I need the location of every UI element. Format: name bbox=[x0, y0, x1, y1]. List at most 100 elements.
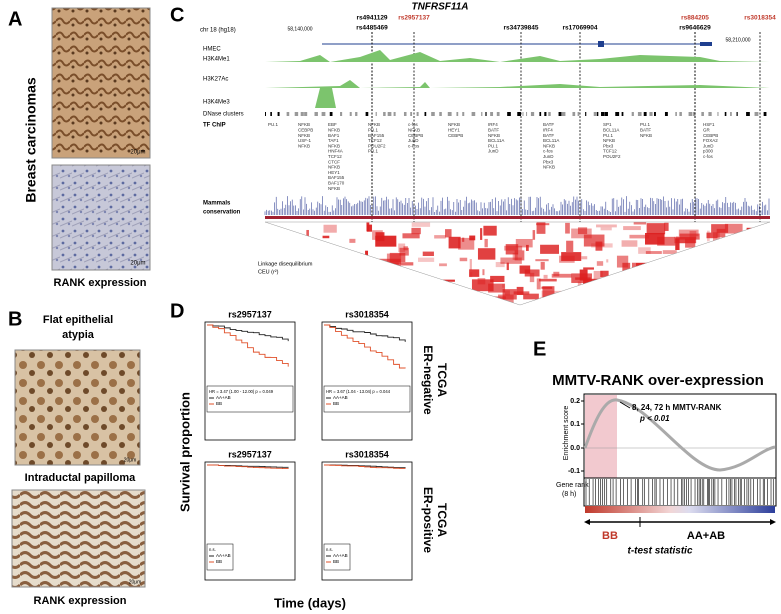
dnase-cluster bbox=[340, 112, 343, 116]
ld-block bbox=[543, 296, 546, 305]
ld-block bbox=[706, 232, 718, 239]
ld-block bbox=[616, 290, 620, 294]
ld-block bbox=[341, 300, 353, 305]
tf-label: IRF4 bbox=[488, 122, 498, 127]
ld-block bbox=[375, 297, 385, 300]
ld-block bbox=[596, 261, 604, 266]
ld-block bbox=[265, 249, 283, 257]
panel-label: B bbox=[8, 308, 22, 330]
ld-block bbox=[600, 270, 609, 277]
tf-label: POU2F2 bbox=[368, 143, 386, 148]
ld-block bbox=[469, 269, 480, 277]
ld-block bbox=[597, 290, 607, 302]
ld-block bbox=[619, 281, 624, 290]
ld-block bbox=[541, 286, 553, 289]
dnase-cluster bbox=[708, 112, 712, 116]
caption: RANK expression bbox=[34, 595, 127, 607]
panel-label: E bbox=[533, 338, 546, 360]
tf-label: POU2F2 bbox=[603, 154, 621, 159]
ld-block bbox=[561, 252, 582, 261]
tf-label: IRF4 bbox=[543, 127, 553, 132]
dnase-cluster bbox=[577, 112, 580, 116]
ld-block bbox=[662, 267, 685, 271]
tf-label: BATF bbox=[543, 133, 554, 138]
snp-label: rs884205 bbox=[681, 15, 709, 22]
ld-block bbox=[458, 237, 475, 250]
dnase-cluster bbox=[393, 112, 396, 116]
ld-block bbox=[506, 262, 509, 271]
gene-name: TNFRSF11A bbox=[411, 2, 468, 13]
scale-bar: 20μm bbox=[130, 150, 145, 156]
ld-block bbox=[742, 258, 761, 271]
ld-block bbox=[490, 275, 505, 283]
dnase-cluster bbox=[517, 112, 521, 116]
ld-block bbox=[388, 270, 392, 282]
dnase-cluster bbox=[544, 112, 547, 116]
track-label: Mammals bbox=[203, 201, 231, 207]
dnase-cluster bbox=[496, 112, 500, 116]
ld-block bbox=[500, 257, 522, 264]
snp-label: rs4941129 bbox=[356, 15, 387, 22]
survival-curve bbox=[207, 324, 289, 367]
ld-block bbox=[716, 228, 726, 238]
ld-block bbox=[730, 273, 750, 277]
ld-block bbox=[444, 286, 457, 292]
ld-block bbox=[539, 297, 562, 305]
rank-label: (8 h) bbox=[562, 491, 576, 498]
chrom-label: chr 18 (hg18) bbox=[200, 28, 236, 34]
ld-block bbox=[540, 244, 559, 254]
ld-block bbox=[524, 269, 540, 277]
tf-label: BATF bbox=[543, 122, 554, 127]
ld-block bbox=[536, 222, 546, 234]
ld-block bbox=[594, 300, 603, 305]
dnase-cluster bbox=[481, 112, 483, 116]
ld-label: CEU (r²) bbox=[258, 269, 279, 275]
snp-label: rs4485469 bbox=[356, 25, 388, 32]
ld-block bbox=[571, 228, 592, 239]
ld-block bbox=[459, 257, 468, 262]
stat-label: n.s. bbox=[326, 547, 333, 552]
dnase-cluster bbox=[664, 112, 668, 116]
ld-block bbox=[398, 243, 406, 253]
ld-block bbox=[357, 267, 374, 278]
tf-label: BAF1 bbox=[328, 133, 340, 138]
tf-label: PU.1 bbox=[640, 122, 651, 127]
tf-label: HEY1 bbox=[328, 170, 340, 175]
tf-label: NFKB bbox=[488, 133, 500, 138]
ld-block bbox=[283, 288, 304, 296]
dnase-cluster bbox=[530, 112, 535, 116]
ld-block bbox=[677, 257, 683, 260]
ld-block bbox=[743, 287, 747, 291]
row-label: ER-positive bbox=[421, 487, 435, 553]
ld-block bbox=[605, 279, 627, 289]
ld-block bbox=[696, 281, 706, 290]
dnase-cluster bbox=[637, 112, 642, 116]
tf-label: JunD bbox=[543, 154, 554, 159]
dnase-cluster bbox=[447, 112, 452, 116]
ld-block bbox=[381, 288, 392, 301]
ld-block bbox=[399, 284, 408, 291]
dnase-cluster bbox=[688, 112, 693, 116]
ld-block bbox=[551, 273, 572, 278]
row-label: ER-negative bbox=[421, 345, 435, 415]
ld-block bbox=[664, 222, 669, 231]
dnase-cluster bbox=[572, 112, 576, 116]
ld-block bbox=[307, 246, 323, 253]
snp-label: rs2957137 bbox=[398, 15, 430, 22]
ld-block bbox=[514, 250, 525, 261]
survival-curve bbox=[324, 464, 406, 469]
ld-block bbox=[688, 248, 711, 257]
scale-bar: 20μm bbox=[129, 579, 142, 585]
ld-block bbox=[714, 293, 724, 300]
ld-block bbox=[736, 288, 756, 295]
ld-block bbox=[314, 264, 325, 277]
dnase-cluster bbox=[561, 112, 566, 116]
tf-label: CEBPB bbox=[448, 133, 463, 138]
tf-label: NFKB bbox=[368, 122, 380, 127]
ld-block bbox=[712, 287, 734, 297]
tf-label: BAF155 bbox=[328, 175, 345, 180]
tf-label: BATF bbox=[640, 127, 651, 132]
tf-label: GR bbox=[703, 127, 711, 132]
image-title: atypia bbox=[62, 329, 95, 341]
tf-label: TCF12 bbox=[328, 154, 342, 159]
